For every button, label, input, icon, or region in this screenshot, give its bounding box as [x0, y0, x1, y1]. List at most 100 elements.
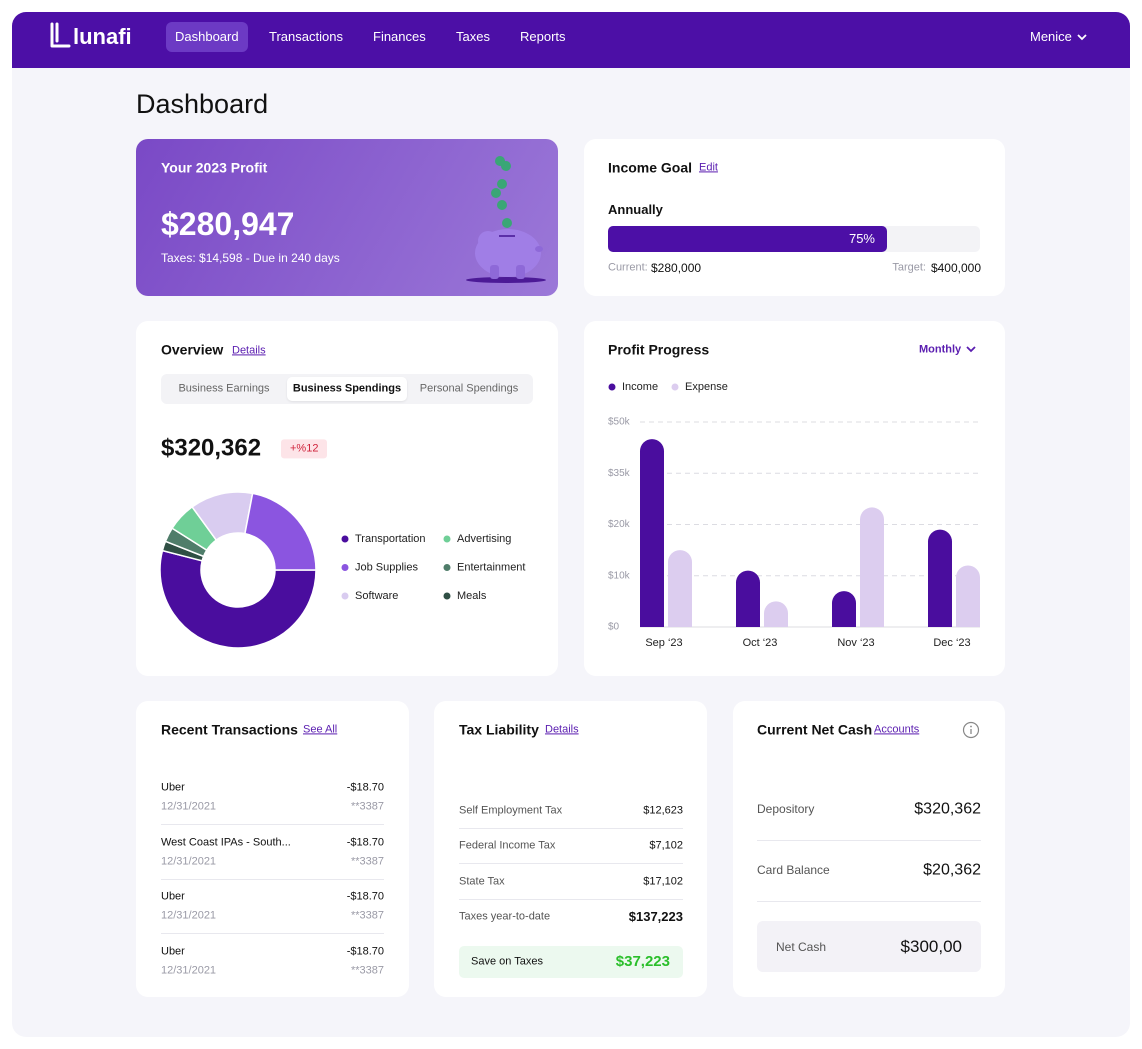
current-label: Current:	[608, 261, 648, 274]
tab[interactable]: Personal Spendings	[419, 382, 519, 395]
edit-link[interactable]: Edit	[699, 161, 718, 174]
change-badge: +%12	[281, 439, 328, 459]
tx-name: Uber	[161, 944, 185, 957]
legend-dot	[341, 592, 349, 600]
target-value: $400,000	[930, 260, 981, 275]
tx-date: 12/31/2021	[161, 963, 217, 976]
separator	[459, 828, 683, 829]
tx-date: 12/31/2021	[161, 800, 217, 813]
x-tick-label: Oct ‘23	[743, 637, 778, 649]
legend-dot	[608, 383, 616, 391]
card-title: Recent Transactions	[161, 721, 298, 738]
separator	[757, 840, 981, 841]
current-value: $280,000	[651, 260, 702, 275]
tx-date: 12/31/2021	[161, 909, 217, 922]
card-title: Overview	[161, 341, 224, 358]
piggy-illustration	[466, 156, 546, 283]
bar	[764, 601, 788, 627]
separator	[161, 878, 384, 880]
overview-card: Overview Details Business Earnings Busin…	[136, 321, 558, 676]
save-label: Save on Taxes	[471, 955, 543, 968]
bar	[860, 507, 884, 627]
progress-fill: 75%	[608, 226, 887, 252]
separator	[459, 898, 683, 900]
details-link[interactable]: Details	[545, 723, 579, 736]
tax-value: $137,223	[628, 909, 683, 925]
transactions-card: Recent Transactions See All Uber -$18.70 1…	[136, 701, 409, 997]
progress-label: 75%	[848, 231, 875, 247]
nav-item[interactable]: Dashboard	[175, 29, 239, 45]
period: Annually	[608, 202, 663, 218]
active-tab-pill	[287, 377, 407, 401]
bar	[640, 439, 664, 627]
tax-value: $7,102	[649, 839, 683, 852]
legend-label: Transportation	[355, 533, 426, 545]
legend-dot	[671, 383, 679, 391]
y-tick-label: $20k	[608, 519, 631, 530]
donut-segment	[244, 492, 317, 571]
tx-name: Uber	[161, 890, 185, 903]
legend-label: Advertising	[457, 533, 511, 545]
account-value: $20,362	[923, 861, 981, 879]
account-value: $320,362	[914, 800, 981, 818]
legend-dot	[443, 535, 451, 543]
legend-dot	[341, 535, 349, 543]
bar	[736, 570, 760, 627]
nav-item[interactable]: Taxes	[456, 29, 490, 45]
tax-label: Taxes year-to-date	[459, 910, 551, 923]
card-title: Current Net Cash	[757, 721, 873, 738]
legend-dot	[443, 592, 451, 600]
y-tick-label: $10k	[608, 570, 631, 581]
bar	[928, 529, 952, 627]
chevron	[1077, 34, 1087, 41]
save-box: Save on Taxes $37,223	[459, 946, 683, 978]
donut-chart: Transportation Meals Entertainment Advertis…	[159, 491, 525, 649]
nav-item[interactable]: Finances	[373, 29, 426, 45]
profit-card: Your 2023 Profit $280,947 Taxes: $14,598…	[136, 139, 558, 296]
legend-label: Entertainment	[457, 561, 525, 573]
legend-dot	[341, 564, 349, 571]
page-title: Dashboard	[136, 88, 269, 119]
tab[interactable]: Business Earnings	[178, 382, 270, 395]
save-value: $37,223	[615, 953, 670, 970]
tab-bar	[161, 374, 533, 404]
legend-label: Income	[622, 381, 658, 393]
period-dropdown[interactable]: Monthly	[919, 343, 962, 356]
card-title: Income Goal	[608, 159, 693, 176]
tx-name: West Coast IPAs - South...	[161, 835, 291, 848]
user-menu[interactable]: Menice	[1030, 29, 1072, 45]
tx-card: **3387	[350, 963, 384, 976]
tax-value: $12,623	[643, 804, 683, 817]
tax-label: Self Employment Tax	[459, 804, 563, 817]
x-tick-label: Dec ‘23	[933, 637, 970, 649]
card-title: Tax Liability	[459, 721, 539, 738]
tax-value: $17,102	[643, 875, 683, 887]
overview-amount: $320,362	[161, 434, 262, 462]
account-label: Depository	[757, 801, 815, 816]
nav-item[interactable]: Reports	[520, 29, 566, 45]
details-link[interactable]: Details	[232, 344, 266, 357]
y-tick-label: $35k	[608, 468, 631, 479]
total-value: $300,00	[900, 936, 962, 956]
tx-card: **3387	[350, 854, 384, 867]
profit-title: Your 2023 Profit	[161, 159, 268, 176]
income-goal-card: Income Goal Edit Annually 75% Current: $…	[584, 139, 1005, 296]
progress-track: 75%	[608, 226, 980, 252]
x-tick-label: Sep ‘23	[645, 637, 682, 649]
tx-card: **3387	[350, 800, 384, 813]
tx-amount: -$18.70	[346, 835, 384, 848]
separator	[459, 863, 683, 865]
info-icon[interactable]	[962, 721, 980, 739]
y-tick-label: $0	[608, 622, 620, 633]
y-tick-label: $50k	[608, 417, 631, 428]
logo-text[interactable]: lunafi	[73, 23, 132, 49]
bar	[832, 591, 856, 627]
see-all-link[interactable]: See All	[303, 723, 338, 736]
profit-amount: $280,947	[161, 205, 295, 242]
logo-icon	[50, 22, 71, 48]
accounts-link[interactable]: Accounts	[874, 723, 920, 736]
tx-card: **3387	[350, 909, 384, 922]
tab[interactable]: Business Spendings	[292, 382, 402, 395]
nav-item[interactable]: Transactions	[269, 29, 343, 45]
